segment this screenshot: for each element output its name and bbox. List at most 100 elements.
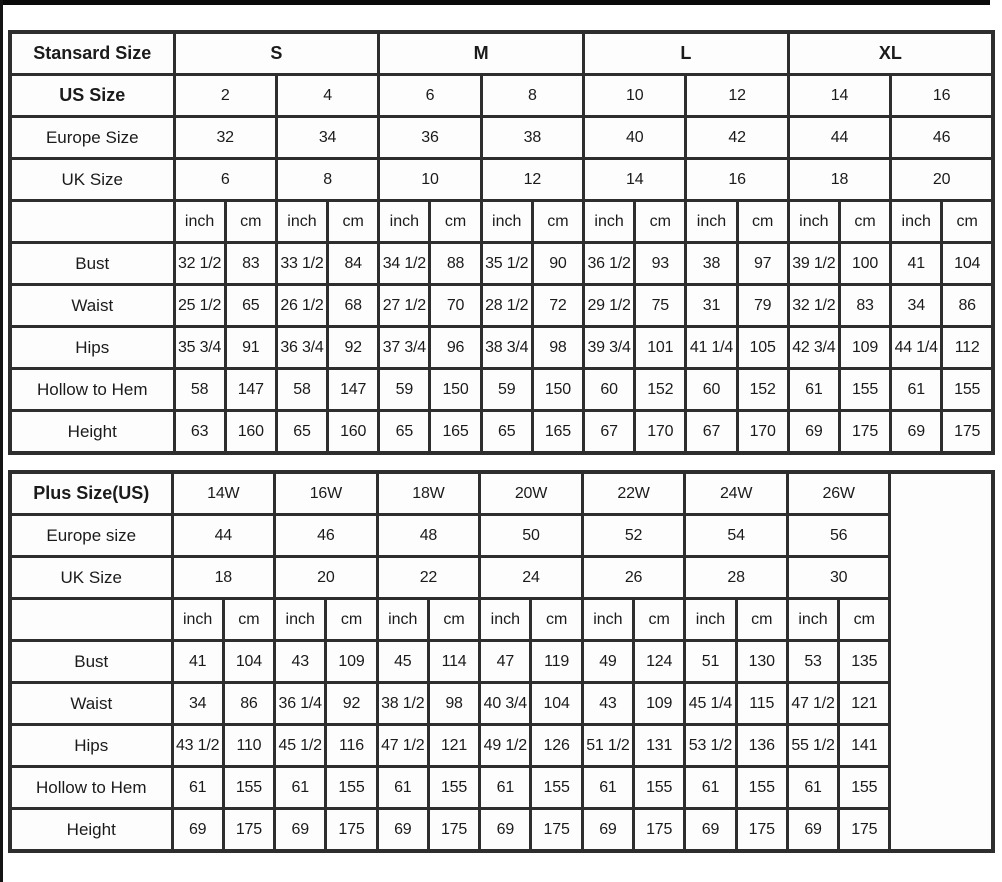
size-value-cell: 83 [223, 241, 278, 286]
size-value-cell: 53 [785, 639, 841, 684]
size-value-cell: 49 [580, 639, 636, 684]
row-label-waist: Waist [8, 681, 174, 726]
size-value-cell: 16 [889, 73, 995, 118]
table-row-height: Height 63 160 65 160 65 165 65 165 67 170 67 170 69 17… [8, 409, 995, 455]
size-value-cell: 131 [632, 723, 687, 768]
size-header-cell: L [582, 30, 790, 76]
size-value-cell: 104 [940, 241, 995, 286]
size-value-cell: 59 [479, 367, 534, 412]
row-label-uk-size: UK Size [8, 157, 176, 202]
size-value-cell: 116 [324, 723, 379, 768]
table-row-stansard-size: Stansard Size S M L XL [8, 30, 995, 76]
table-row-uk-size: UK Size 18 20 22 24 26 28 30 [8, 555, 993, 600]
size-value-cell: 20 [889, 157, 995, 202]
size-value-cell: 46 [889, 115, 995, 160]
size-value-cell: 14 [582, 157, 688, 202]
row-label-bust: Bust [8, 241, 176, 286]
size-value-cell: 70 [428, 283, 483, 328]
size-value-cell: 150 [530, 367, 586, 412]
size-value-cell: 28 [683, 555, 789, 600]
size-value-cell: 98 [530, 325, 586, 370]
size-value-cell: 32 1/2 [786, 283, 841, 328]
unit-header-cell: cm [324, 597, 379, 642]
table-row-plus-size-us: Plus Size(US) 14W 16W 18W 20W 22W 24W 26W [8, 470, 995, 853]
size-value-cell: 155 [529, 765, 584, 810]
size-value-cell: 109 [837, 325, 893, 370]
size-value-cell: 38 3/4 [479, 325, 534, 370]
size-value-cell: 38 [479, 115, 586, 160]
size-value-cell: 155 [940, 367, 995, 412]
size-value-cell: 105 [735, 325, 790, 370]
size-value-cell: 40 3/4 [478, 681, 533, 726]
row-label-height: Height [8, 807, 174, 853]
size-value-cell: 18 [170, 555, 277, 600]
size-value-cell: 42 [684, 115, 790, 160]
size-value-cell: 110 [221, 723, 277, 768]
size-value-cell: 45 [375, 639, 430, 684]
size-value-cell: 175 [426, 807, 482, 853]
size-value-cell: 41 1/4 [684, 325, 739, 370]
row-label-bust: Bust [8, 639, 174, 684]
size-value-cell: 35 3/4 [172, 325, 227, 370]
size-value-cell: 130 [734, 639, 789, 684]
size-value-cell: 69 [580, 807, 636, 853]
size-value-cell: 51 [683, 639, 738, 684]
size-value-cell: 88 [428, 241, 483, 286]
unit-header-cell: inch [582, 199, 637, 244]
size-value-cell: 61 [375, 765, 430, 810]
size-value-cell: 84 [326, 241, 381, 286]
size-value-cell: 100 [837, 241, 893, 286]
size-value-cell: 61 [683, 765, 738, 810]
size-value-cell: 44 [786, 115, 893, 160]
table-row-us-size: US Size 2 4 6 8 10 12 14 16 [8, 73, 995, 118]
size-value-cell: 34 1/2 [377, 241, 432, 286]
size-value-cell: 33 1/2 [274, 241, 330, 286]
size-value-cell: 119 [529, 639, 584, 684]
size-value-cell: 175 [940, 409, 995, 455]
unit-header-cell: cm [940, 199, 995, 244]
size-value-cell: 20W [478, 470, 584, 516]
row-label-height: Height [8, 409, 176, 455]
size-value-cell: 165 [530, 409, 586, 455]
table-row-uk-size: UK Size 6 8 10 12 14 16 18 20 [8, 157, 995, 202]
size-value-cell: 4 [274, 73, 381, 118]
unit-header-cell: cm [326, 199, 381, 244]
size-value-cell: 27 1/2 [377, 283, 432, 328]
size-value-cell: 147 [223, 367, 278, 412]
unit-header-cell: cm [428, 199, 483, 244]
size-chart-container: Stansard Size S M L XL US Size 2 4 6 8 10 12 14 16 Eur… [8, 30, 996, 853]
row-label-hollow-to-hem: Hollow to Hem [8, 367, 176, 412]
size-value-cell: 39 1/2 [786, 241, 841, 286]
size-value-cell: 6 [172, 157, 278, 202]
size-value-cell: 69 [786, 409, 841, 455]
size-value-cell: 60 [684, 367, 739, 412]
size-header-cell: S [172, 30, 381, 76]
size-value-cell: 114 [426, 639, 482, 684]
size-value-cell: 32 [172, 115, 278, 160]
size-value-cell: 65 [223, 283, 278, 328]
size-value-cell: 18 [786, 157, 893, 202]
size-value-cell: 61 [478, 765, 533, 810]
size-value-cell: 50 [478, 513, 584, 558]
size-value-cell: 37 3/4 [377, 325, 432, 370]
size-value-cell: 135 [837, 639, 892, 684]
size-value-cell: 34 [170, 681, 225, 726]
size-value-cell: 69 [785, 807, 841, 853]
unit-header-cell: cm [837, 597, 892, 642]
size-value-cell: 44 [170, 513, 277, 558]
size-value-cell: 155 [734, 765, 789, 810]
table-row-hollow-to-hem: Hollow to Hem 61 155 61 155 61 155 61 155 61 155 61… [8, 765, 993, 810]
size-value-cell: 165 [428, 409, 483, 455]
size-value-cell: 14 [786, 73, 893, 118]
size-value-cell: 32 1/2 [172, 241, 227, 286]
size-header-cell: M [377, 30, 586, 76]
size-value-cell: 109 [324, 639, 379, 684]
table-row-hips: Hips 35 3/4 91 36 3/4 92 37 3/4 96 38 3/4 98 39 3… [8, 325, 995, 370]
size-value-cell: 43 [273, 639, 328, 684]
size-value-cell: 30 [785, 555, 892, 600]
table-row-bust: Bust 32 1/2 83 33 1/2 84 34 1/2 88 35 1/2 90 36 1… [8, 241, 995, 286]
size-value-cell: 22W [580, 470, 687, 516]
size-value-cell: 10 [582, 73, 688, 118]
size-value-cell: 47 1/2 [785, 681, 841, 726]
